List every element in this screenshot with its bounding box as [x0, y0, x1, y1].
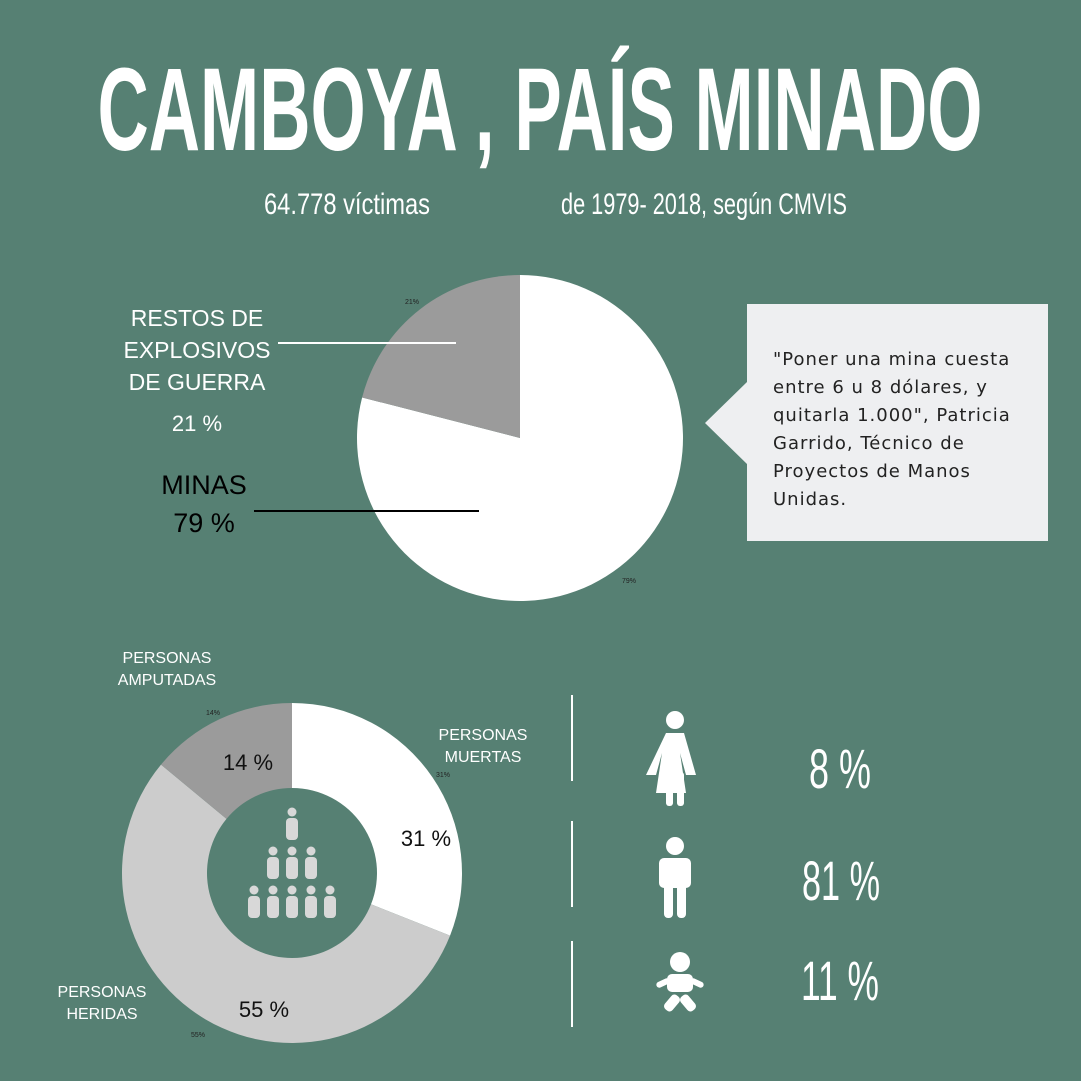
slice-label: 14% — [206, 710, 220, 717]
person-icon — [305, 896, 317, 918]
value-label: 21 % — [172, 411, 222, 436]
category-label: MINAS — [161, 470, 247, 500]
baby-icon — [656, 952, 704, 1012]
quote: "Poner una mina cuesta entre 6 u 8 dólar… — [773, 349, 1011, 510]
donut-chart — [122, 703, 463, 1044]
quote-box — [705, 304, 1048, 541]
person-icon — [286, 896, 298, 918]
value-label: 79 % — [173, 508, 235, 538]
person-icon — [249, 885, 259, 895]
person-icon — [286, 818, 298, 840]
slice-label: 79% — [622, 578, 636, 585]
person-icon — [287, 885, 297, 895]
slice — [122, 764, 451, 1044]
category-label: PERSONAS AMPUTADAS — [117, 650, 217, 689]
person-icon — [268, 846, 278, 856]
person-icon — [267, 896, 279, 918]
category-label: PERSONAS MUERTAS — [438, 727, 528, 766]
slice — [362, 275, 520, 438]
person-icon — [325, 885, 335, 895]
person-icon — [324, 896, 336, 918]
people-icon-group — [248, 807, 336, 918]
person-icon — [248, 896, 260, 918]
slice-label: 21% — [405, 299, 419, 306]
person-icon — [306, 885, 316, 895]
subtitle: de 1979- 2018, según CMVIS — [561, 188, 847, 221]
title: CAMBOYA , PAÍS MINADO — [98, 44, 983, 176]
stat-value: 8 % — [809, 737, 871, 800]
slice-label: 31% — [436, 772, 450, 779]
value-label: 55 % — [239, 997, 289, 1022]
woman-icon — [646, 711, 696, 806]
person-icon — [286, 857, 298, 879]
slice — [161, 703, 292, 819]
person-icon — [287, 846, 297, 856]
value-label: 31 % — [401, 826, 451, 851]
person-icon — [306, 846, 316, 856]
slice-label: 55% — [191, 1032, 205, 1039]
man-icon — [659, 837, 691, 918]
pie-chart — [357, 275, 683, 601]
person-icon — [267, 857, 279, 879]
person-icon — [287, 807, 297, 817]
stat-value: 81 % — [802, 849, 880, 912]
value-label: 14 % — [223, 750, 273, 775]
subtitle: 64.778 víctimas — [264, 188, 430, 221]
category-label: RESTOS DE EXPLOSIVOS DE GUERRA — [123, 305, 271, 395]
person-icon — [268, 885, 278, 895]
slice — [292, 703, 463, 936]
person-icon — [305, 857, 317, 879]
category-label: PERSONAS HERIDAS — [57, 984, 147, 1023]
stat-value: 11 % — [801, 949, 879, 1012]
